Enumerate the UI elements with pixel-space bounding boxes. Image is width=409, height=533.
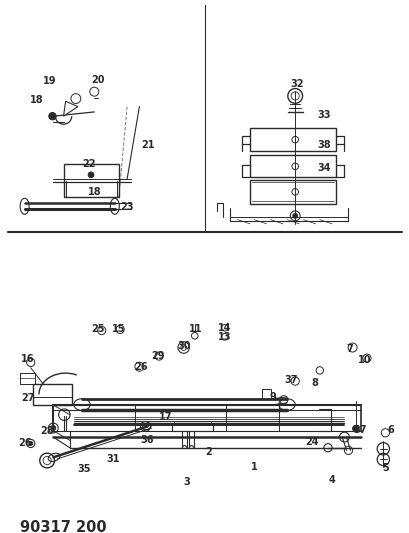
Text: 30: 30 xyxy=(177,342,190,351)
Text: 20: 20 xyxy=(92,75,105,85)
Text: 37: 37 xyxy=(353,425,366,434)
Text: 15: 15 xyxy=(112,325,125,334)
Text: 7: 7 xyxy=(345,344,352,354)
Bar xyxy=(249,180,335,204)
Bar xyxy=(174,421,211,424)
Bar xyxy=(33,384,72,405)
Text: 90317 200: 90317 200 xyxy=(20,520,107,533)
Circle shape xyxy=(51,425,56,431)
Text: 27: 27 xyxy=(21,393,34,402)
Text: 16: 16 xyxy=(21,354,34,364)
Text: 31: 31 xyxy=(106,455,119,464)
Text: 6: 6 xyxy=(386,425,393,434)
Circle shape xyxy=(292,213,297,219)
Text: 4: 4 xyxy=(328,475,335,484)
Text: 17: 17 xyxy=(159,413,172,422)
Bar xyxy=(20,373,35,384)
Text: 26: 26 xyxy=(135,362,148,372)
Text: 35: 35 xyxy=(77,464,90,474)
Text: 24: 24 xyxy=(304,438,317,447)
Bar xyxy=(262,389,270,399)
Text: 28: 28 xyxy=(40,426,54,435)
Text: 13: 13 xyxy=(218,332,231,342)
Text: 37: 37 xyxy=(284,375,297,385)
Text: 1: 1 xyxy=(250,462,257,472)
Text: 36: 36 xyxy=(141,435,154,445)
Circle shape xyxy=(88,172,94,177)
Text: 29: 29 xyxy=(151,351,164,361)
Text: 19: 19 xyxy=(43,76,56,86)
Text: 38: 38 xyxy=(316,140,330,150)
Text: 34: 34 xyxy=(317,163,330,173)
Text: 21: 21 xyxy=(141,140,154,150)
Text: 32: 32 xyxy=(290,79,303,89)
Text: 11: 11 xyxy=(189,324,202,334)
Circle shape xyxy=(352,425,358,432)
Text: 2: 2 xyxy=(205,447,212,457)
Text: 10: 10 xyxy=(357,356,371,365)
Bar xyxy=(63,164,119,197)
Text: 22: 22 xyxy=(83,159,96,169)
Text: 18: 18 xyxy=(30,95,44,105)
Text: 26: 26 xyxy=(18,439,31,448)
Circle shape xyxy=(29,441,33,446)
Text: 8: 8 xyxy=(311,378,317,387)
Bar xyxy=(249,128,335,151)
Text: 25: 25 xyxy=(92,325,105,334)
Text: 33: 33 xyxy=(317,110,330,119)
Text: 3: 3 xyxy=(183,478,189,487)
Text: 14: 14 xyxy=(218,323,231,333)
Bar xyxy=(172,424,213,431)
Polygon shape xyxy=(63,101,78,116)
Text: 18: 18 xyxy=(88,187,102,197)
Text: 9: 9 xyxy=(269,392,275,402)
Text: 23: 23 xyxy=(120,202,133,212)
Circle shape xyxy=(49,112,56,120)
Text: 5: 5 xyxy=(381,463,388,473)
Bar xyxy=(249,155,335,177)
